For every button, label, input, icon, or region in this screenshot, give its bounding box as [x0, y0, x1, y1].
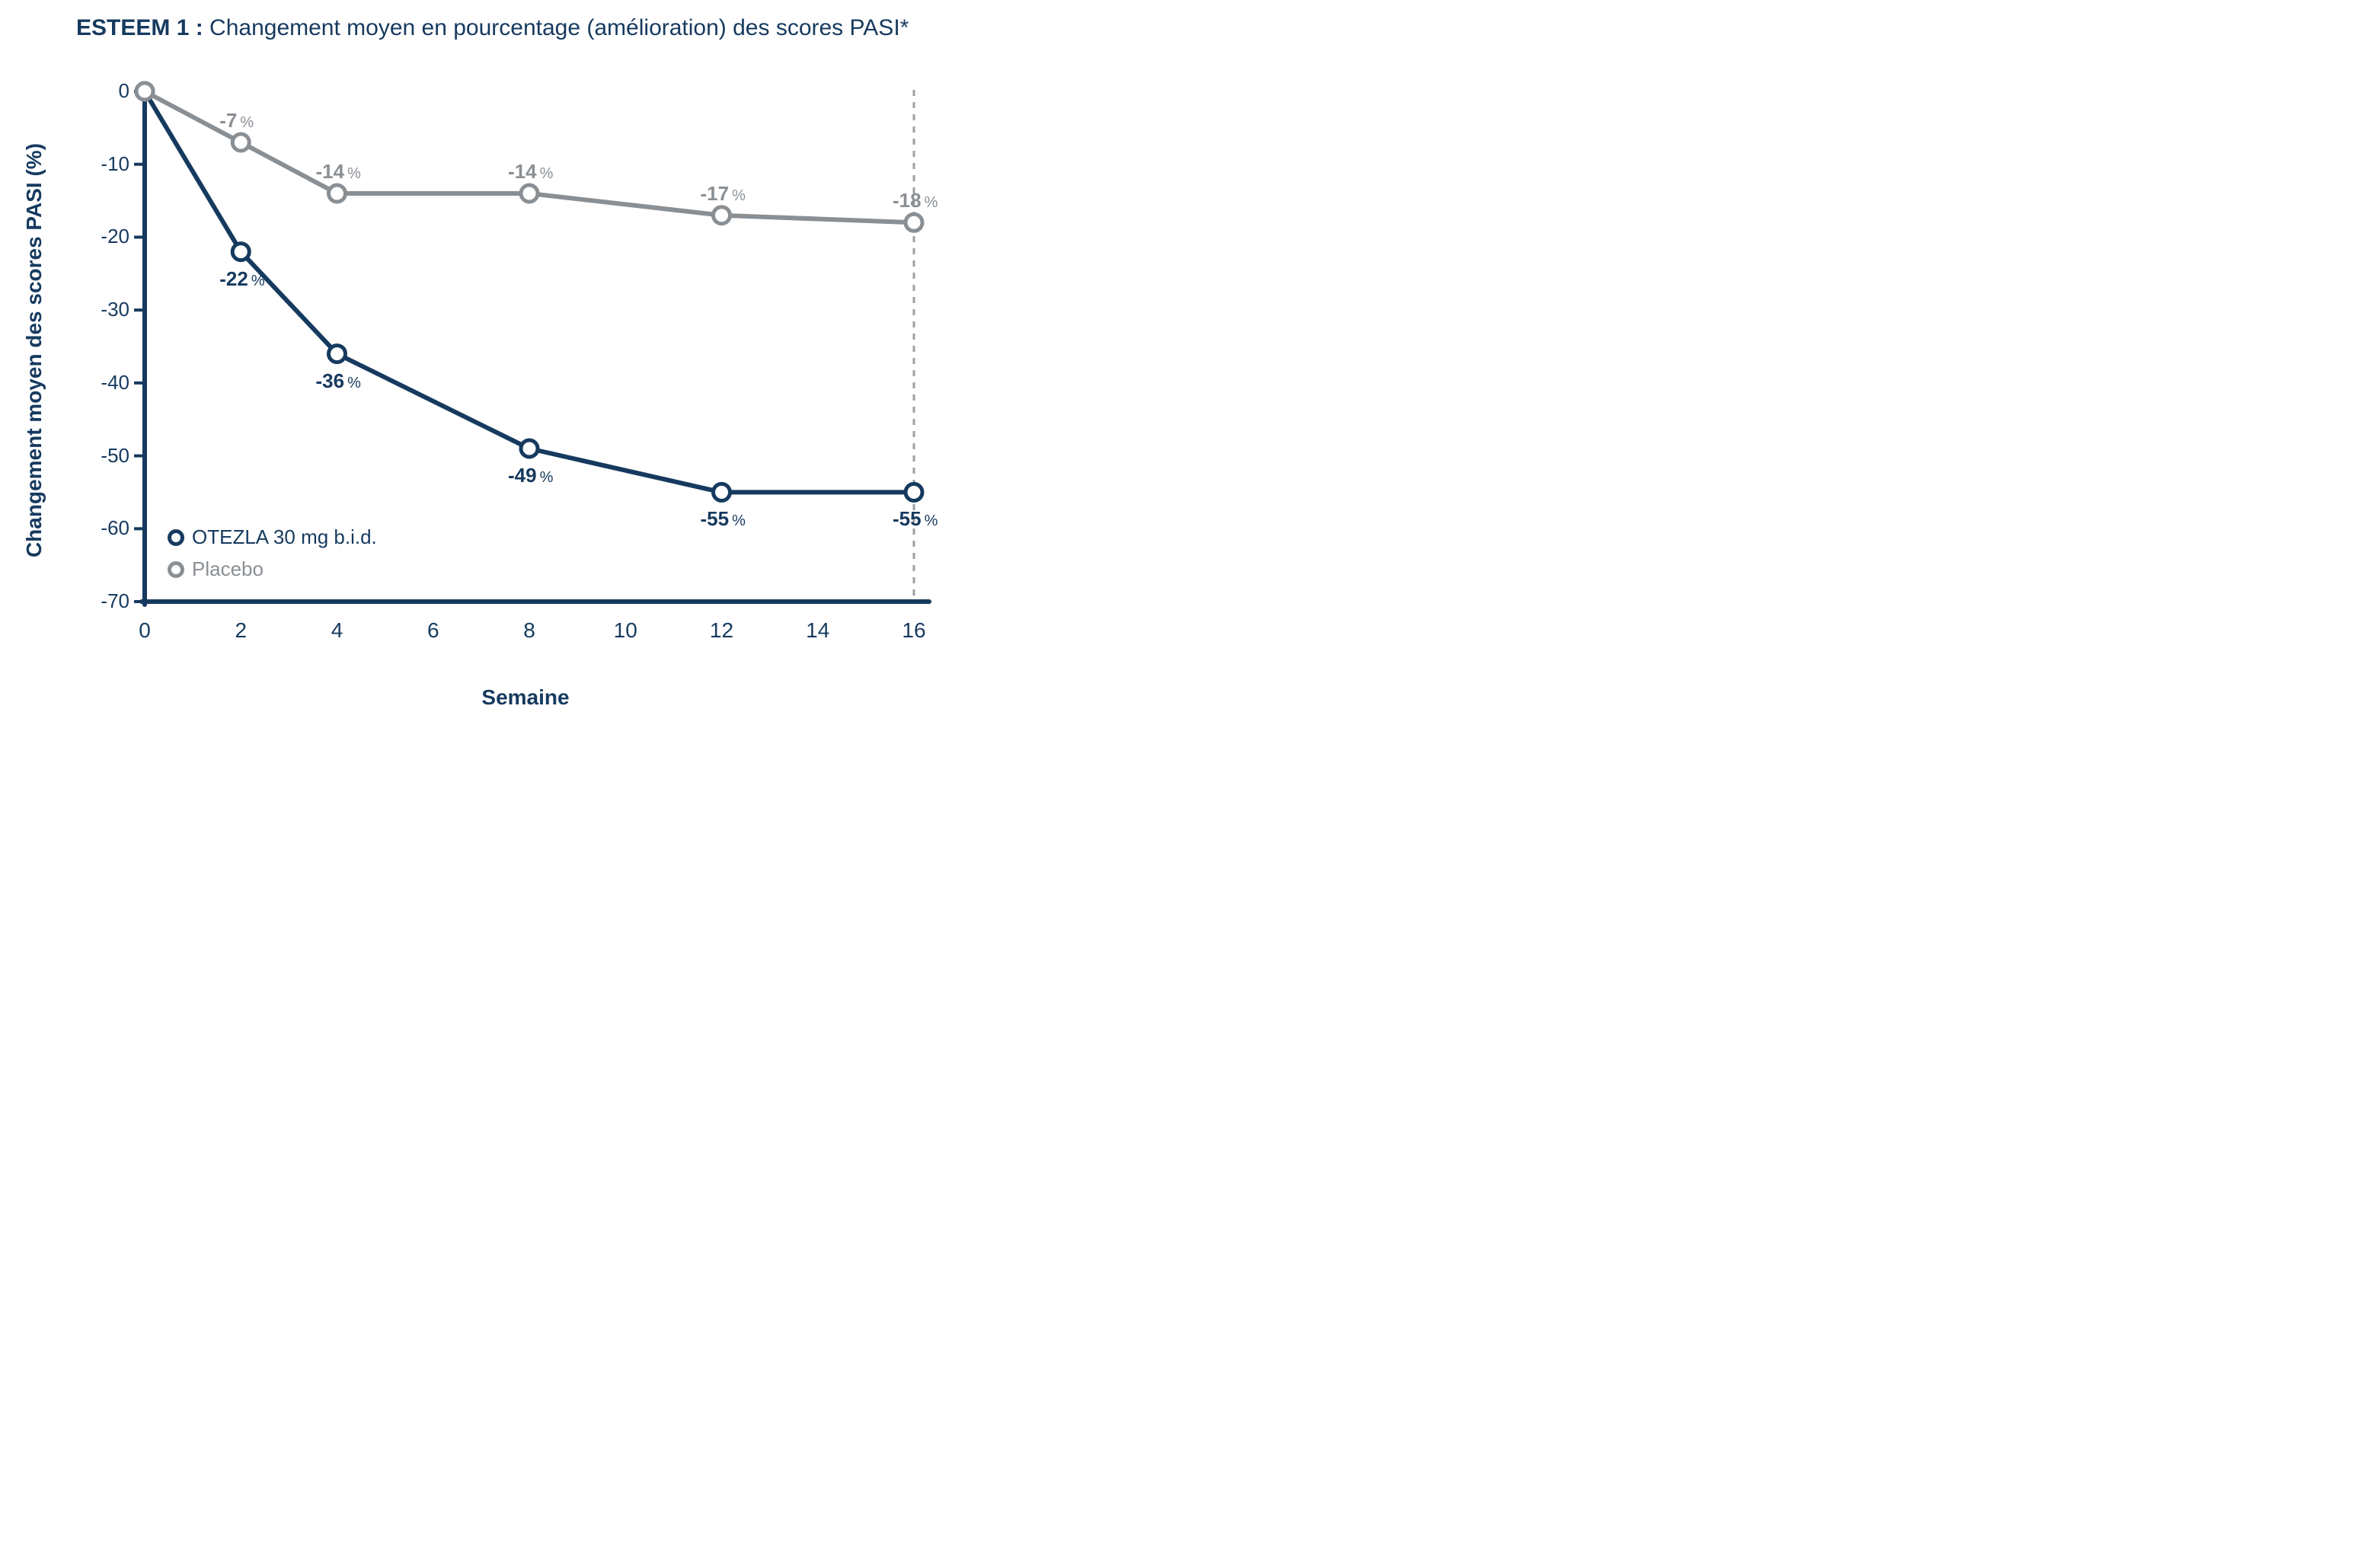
- data-label-otezla: -55%: [893, 507, 938, 531]
- chart-svg: [0, 0, 1120, 738]
- y-tick-label: -70: [69, 589, 129, 613]
- data-label-otezla: -49%: [508, 464, 553, 487]
- legend-marker-icon: [168, 529, 184, 546]
- data-label-otezla: -22%: [219, 267, 264, 291]
- y-tick-label: -20: [69, 225, 129, 248]
- data-label-placebo: -17%: [701, 182, 746, 206]
- legend-label: Placebo: [192, 557, 264, 581]
- x-tick-label: 16: [902, 618, 925, 643]
- x-tick-label: 14: [806, 618, 829, 643]
- y-tick-label: -10: [69, 152, 129, 176]
- data-label-placebo: -7%: [219, 109, 254, 133]
- x-tick-label: 8: [523, 618, 535, 643]
- y-tick-label: 0: [69, 79, 129, 103]
- legend-marker-icon: [168, 561, 184, 578]
- x-tick-label: 6: [427, 618, 439, 643]
- legend-item-placebo: Placebo: [168, 557, 264, 581]
- data-label-otezla: -55%: [701, 507, 746, 531]
- y-tick-label: -30: [69, 298, 129, 321]
- x-tick-label: 2: [235, 618, 247, 643]
- legend-item-otezla: OTEZLA 30 mg b.i.d.: [168, 525, 377, 549]
- chart-page: ESTEEM 1 : Changement moyen en pourcenta…: [0, 0, 1120, 738]
- data-label-placebo: -18%: [893, 189, 938, 212]
- legend-label: OTEZLA 30 mg b.i.d.: [192, 525, 377, 549]
- data-label-placebo: -14%: [316, 160, 361, 184]
- x-tick-label: 4: [331, 618, 343, 643]
- data-label-placebo: -14%: [508, 160, 553, 184]
- x-tick-label: 0: [139, 618, 151, 643]
- data-label-otezla: -36%: [316, 369, 361, 393]
- x-tick-label: 12: [710, 618, 733, 643]
- x-tick-label: 10: [614, 618, 637, 643]
- y-tick-label: -60: [69, 516, 129, 540]
- y-tick-label: -40: [69, 371, 129, 394]
- y-tick-label: -50: [69, 444, 129, 468]
